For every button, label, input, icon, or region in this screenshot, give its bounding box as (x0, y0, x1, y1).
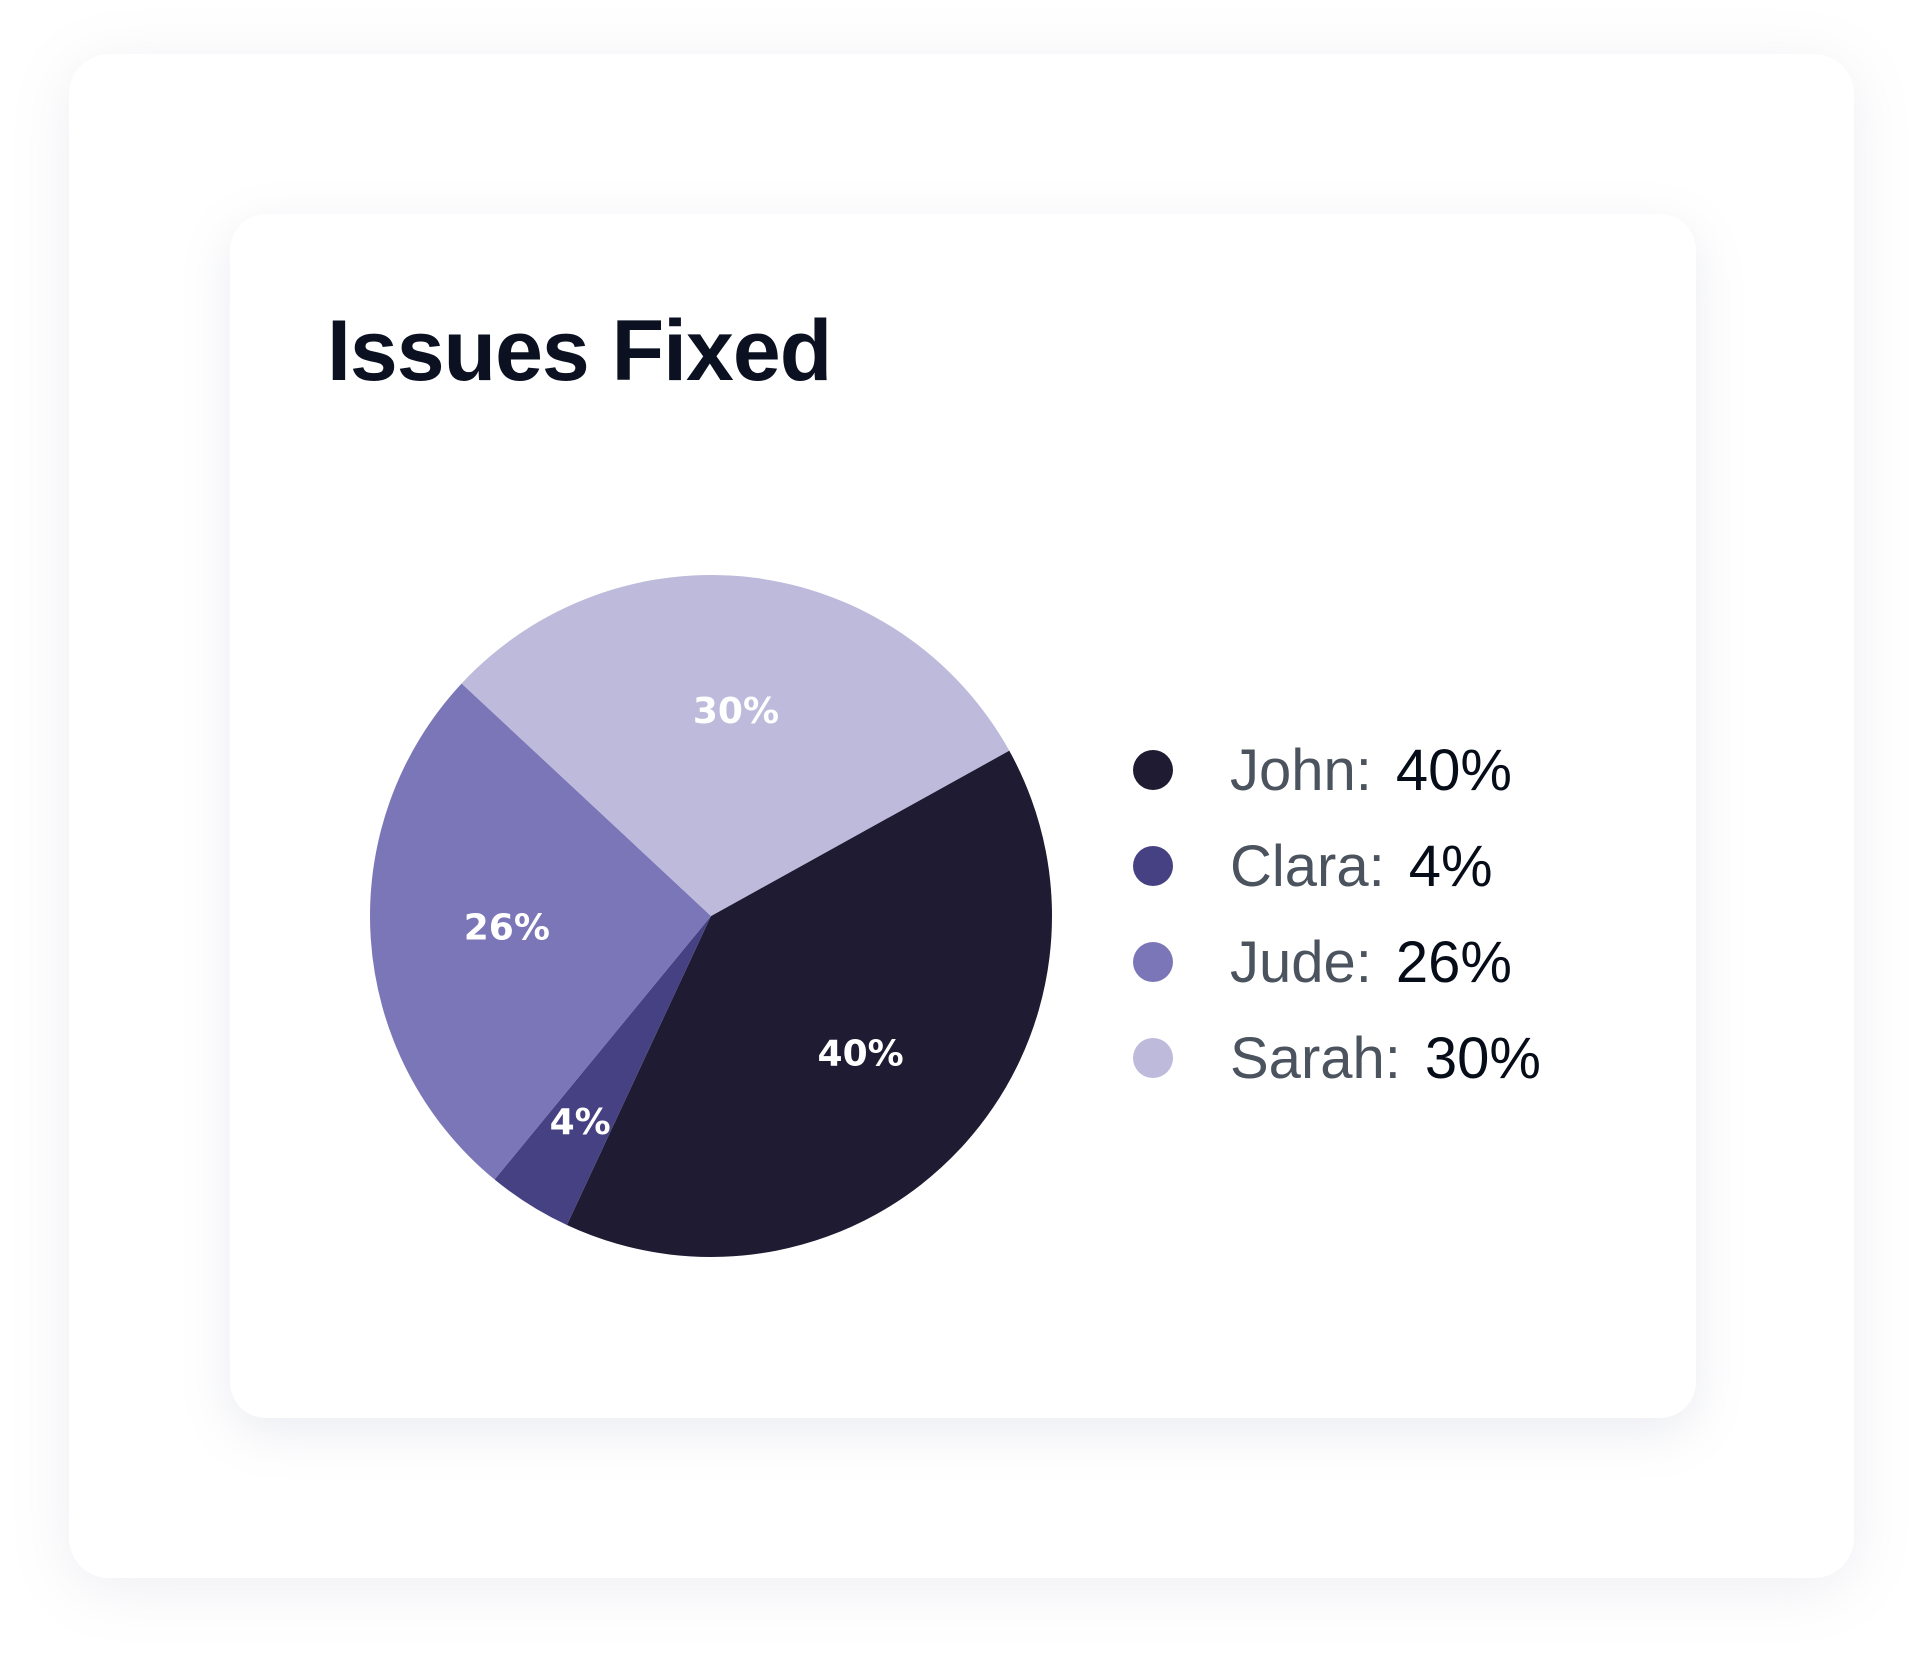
legend-value: 30% (1424, 1025, 1541, 1091)
legend-item-john: John: 40% (1133, 722, 1541, 818)
pie-slice-sarah (461, 575, 1010, 916)
pie-slice-jude (369, 683, 711, 1180)
legend-dot-john (1133, 750, 1173, 790)
legend-value: 4% (1408, 833, 1493, 899)
pie-slice-john (566, 750, 1052, 1257)
slice-label-sarah: 30% (693, 691, 779, 732)
legend-name: John: (1230, 737, 1372, 803)
legend-dot-clara (1133, 846, 1173, 886)
legend-value: 40% (1395, 737, 1512, 803)
chart-title: Issues Fixed (327, 303, 832, 399)
legend-item-sarah: Sarah: 30% (1133, 1010, 1541, 1106)
slice-label-jude: 26% (464, 908, 550, 949)
legend-name: Clara: (1230, 833, 1385, 899)
legend-value: 26% (1395, 929, 1512, 995)
legend-name: Sarah: (1230, 1025, 1401, 1091)
legend-dot-jude (1133, 942, 1173, 982)
legend-item-clara: Clara: 4% (1133, 818, 1541, 914)
pie-slice-clara (494, 916, 711, 1226)
slice-label-john: 40% (818, 1034, 904, 1075)
legend: John: 40% Clara: 4% Jude: 26% Sarah: 30% (1133, 722, 1541, 1106)
slice-label-clara: 4% (550, 1102, 611, 1143)
legend-dot-sarah (1133, 1038, 1173, 1078)
legend-item-jude: Jude: 26% (1133, 914, 1541, 1010)
legend-name: Jude: (1230, 929, 1372, 995)
